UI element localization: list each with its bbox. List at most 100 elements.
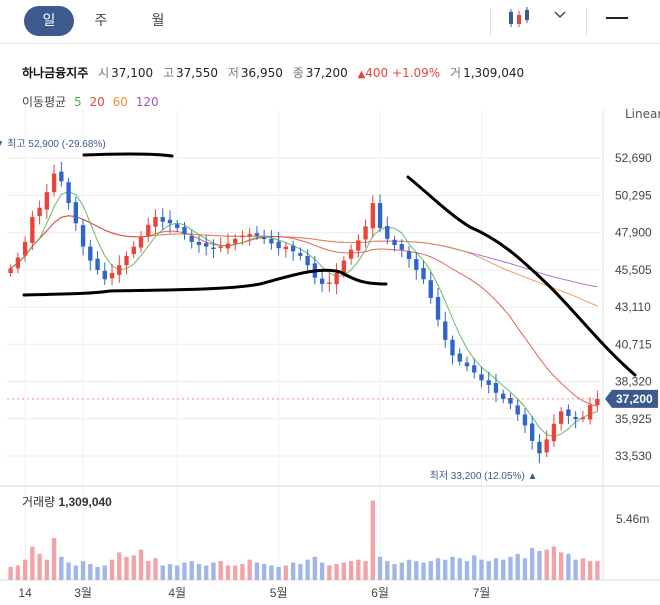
volume-bar — [334, 564, 339, 580]
candle — [189, 230, 194, 249]
candle-body — [319, 278, 325, 284]
candle-body — [392, 239, 397, 246]
volume-bar — [8, 566, 13, 580]
volume-bar — [175, 565, 180, 580]
tab-week[interactable]: 주 — [94, 13, 108, 29]
volume-bar — [348, 561, 354, 580]
volume-bar — [66, 562, 71, 580]
candle — [240, 230, 245, 246]
candle — [421, 260, 426, 284]
candle — [233, 234, 238, 251]
volume-bar — [399, 562, 404, 580]
candle — [283, 242, 289, 258]
candle-body — [508, 398, 513, 404]
volume-bar — [537, 550, 542, 580]
volume-bar — [595, 561, 600, 580]
candle — [8, 264, 13, 277]
candle-body — [587, 405, 593, 420]
candle — [247, 227, 252, 246]
volume-bar — [580, 558, 586, 580]
candle-body — [595, 398, 600, 406]
candle-body — [327, 282, 332, 284]
candle-body — [573, 416, 578, 420]
candle — [182, 221, 187, 240]
candle-body — [450, 339, 455, 356]
candle-body — [233, 238, 238, 244]
candle-body — [240, 235, 245, 238]
ma-60-label: 60 — [112, 95, 128, 109]
candle-body — [370, 203, 375, 229]
candle — [109, 263, 115, 286]
volume-axis-label: 5.46m — [616, 512, 649, 526]
candle-body — [341, 260, 347, 274]
ma-5-label: 5 — [74, 95, 82, 109]
volume-bar — [457, 558, 462, 580]
volume-bar — [102, 565, 107, 580]
volume-bar — [486, 561, 491, 580]
tab-day[interactable]: 일 — [24, 6, 74, 36]
volume-bar — [385, 561, 390, 580]
volume-bar — [370, 500, 375, 580]
volume-bar — [261, 564, 267, 580]
open-price: 37,100 — [111, 66, 154, 80]
candle-body — [146, 224, 151, 237]
candle-body — [160, 217, 165, 222]
volume-bar — [435, 558, 441, 580]
candle-body — [109, 273, 115, 279]
y-tick-label: 43,110 — [615, 300, 651, 314]
candle — [254, 226, 260, 240]
volume-bar — [283, 565, 289, 580]
candle — [88, 239, 93, 271]
candle — [15, 252, 21, 274]
candle-body — [22, 241, 28, 256]
candle — [551, 414, 557, 448]
candle — [44, 184, 50, 219]
volume-bar — [501, 559, 506, 580]
candle — [319, 270, 325, 292]
chevron-down-icon[interactable] — [553, 10, 567, 20]
candle — [22, 236, 28, 262]
candle — [472, 358, 477, 379]
volume-bar — [406, 559, 412, 580]
x-tick-label: 7월 — [473, 586, 491, 600]
candle — [385, 216, 390, 245]
candle-body — [558, 411, 564, 424]
candle — [95, 251, 100, 275]
candle-body — [356, 240, 361, 251]
volume-bar — [290, 562, 296, 580]
candlestick-chart-type-icon[interactable] — [506, 6, 532, 30]
candle-body — [399, 244, 404, 250]
candle-body — [138, 237, 144, 248]
high-price: 37,550 — [176, 66, 218, 80]
volume-bar — [22, 559, 28, 580]
candle — [276, 232, 281, 256]
x-tick-label: 5월 — [270, 586, 288, 600]
candle — [464, 356, 470, 372]
stock-name: 하나금융지주 — [22, 66, 89, 80]
volume-bar — [558, 552, 564, 580]
candle-body — [247, 234, 252, 237]
candle — [558, 407, 564, 431]
candle-body — [414, 259, 419, 270]
candle — [73, 197, 78, 231]
menu-icon[interactable] — [606, 17, 628, 19]
candle — [211, 239, 216, 259]
candle-body — [211, 247, 216, 250]
volume-bar — [493, 558, 499, 580]
candle — [153, 209, 158, 234]
candle-body — [385, 226, 390, 239]
volume-bar — [233, 565, 238, 580]
moving-average-legend: 이동평균 5 20 60 120 — [22, 95, 159, 109]
candle — [218, 237, 223, 253]
y-tick-label: 38,320 — [615, 375, 652, 389]
volume-bar — [138, 549, 144, 580]
tab-month[interactable]: 월 — [151, 13, 165, 29]
candle — [392, 235, 397, 252]
scale-mode-label[interactable]: Linear — [625, 107, 660, 121]
candle-body — [44, 192, 50, 210]
candle-body — [254, 233, 260, 236]
candle-body — [530, 423, 535, 441]
candle-body — [537, 441, 542, 454]
volume-bar — [117, 552, 122, 580]
